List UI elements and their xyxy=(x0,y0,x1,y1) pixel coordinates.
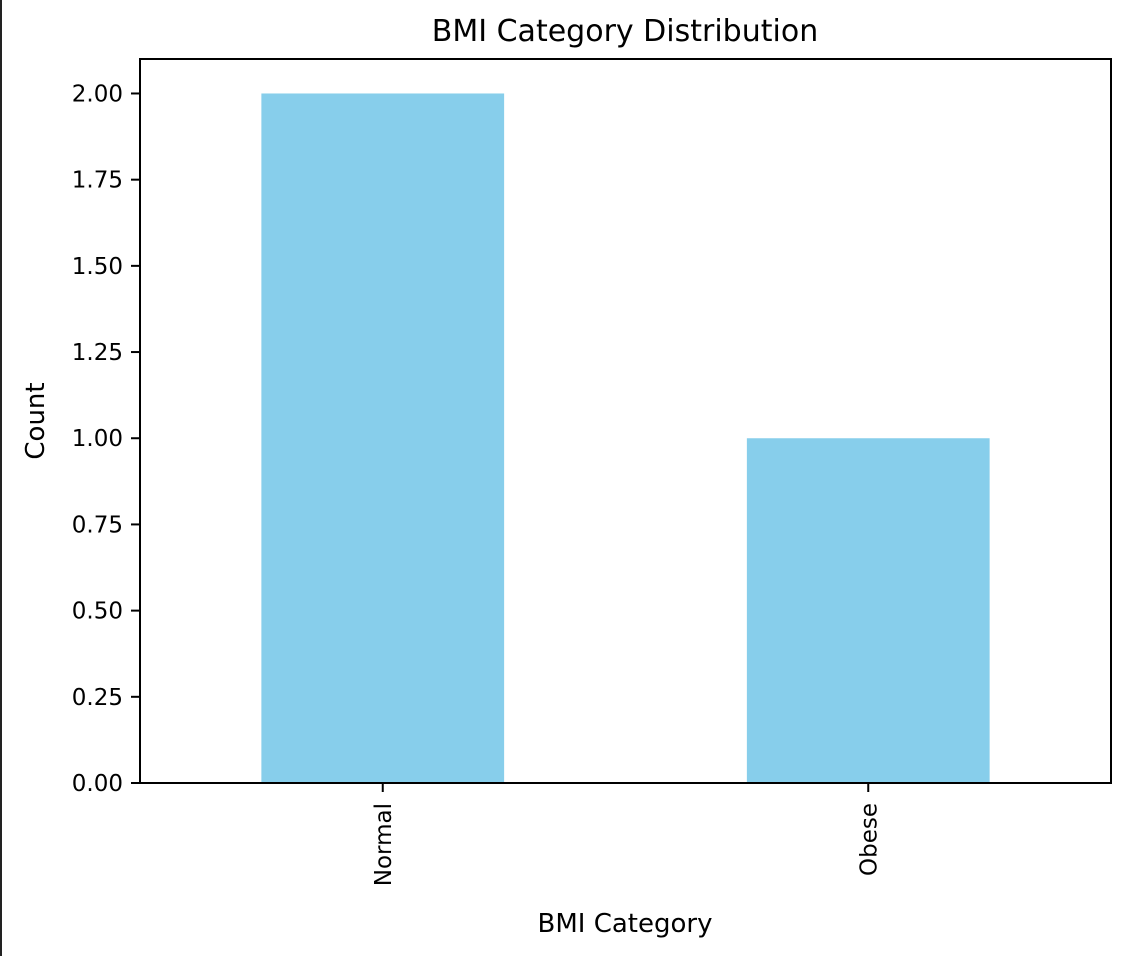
y-tick-label: 1.75 xyxy=(72,168,123,194)
y-axis-ticks: 0.00 0.25 0.50 0.75 1.00 1.25 1.50 1.75 2.00 xyxy=(72,81,140,797)
y-axis-label: Count xyxy=(21,382,51,459)
bar-obese xyxy=(746,438,990,783)
y-tick-label: 2.00 xyxy=(72,81,123,107)
y-tick-label: 0.75 xyxy=(72,512,123,538)
y-tick-label: 0.25 xyxy=(72,685,123,711)
y-tick-label: 0.50 xyxy=(72,599,123,625)
y-tick-label: 1.00 xyxy=(72,426,123,452)
y-tick-label: 1.50 xyxy=(72,254,123,280)
x-axis-label: BMI Category xyxy=(538,909,713,939)
bar-normal xyxy=(261,93,505,783)
x-axis-ticks: Normal Obese xyxy=(371,783,882,886)
plot-frame xyxy=(139,58,1112,784)
chart-title: BMI Category Distribution xyxy=(432,14,818,49)
y-tick-label: 1.25 xyxy=(72,340,123,366)
bars xyxy=(261,93,990,783)
y-tick-label: 0.00 xyxy=(72,771,123,797)
x-tick-label-obese: Obese xyxy=(856,803,882,876)
x-tick-label-normal: Normal xyxy=(371,803,397,886)
